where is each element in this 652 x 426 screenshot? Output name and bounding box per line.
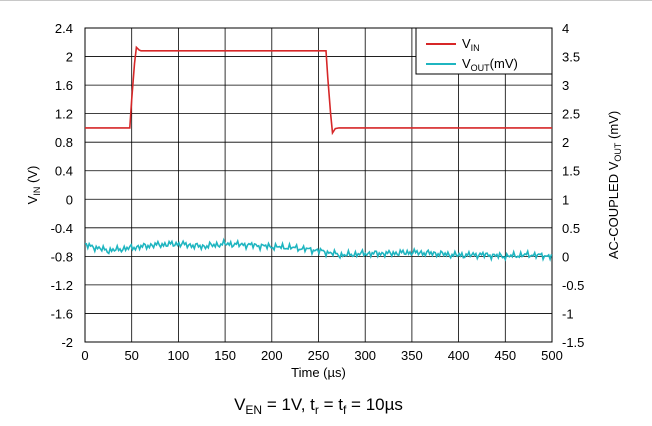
x-tick-label: 200: [261, 348, 283, 363]
x-tick-label: 450: [494, 348, 516, 363]
right-y-tick-label: -1: [562, 306, 574, 321]
left-y-tick-label: -2: [61, 335, 73, 350]
right-y-tick-label: -0.5: [562, 278, 584, 293]
caption-end: = 10µs: [346, 395, 403, 414]
caption-f-sub: f: [343, 403, 347, 417]
legend-label-vin-sub: IN: [471, 43, 480, 53]
x-tick-label: 150: [214, 348, 236, 363]
right-y-tick-label: 2: [562, 135, 569, 150]
legend: VIN VOUT(mV): [415, 27, 553, 75]
legend-label-vin-base: V: [462, 36, 471, 51]
right-y-tick-label: 1: [562, 192, 569, 207]
x-axis-label: Time (µs): [291, 365, 346, 380]
grid: [85, 28, 552, 342]
right-y-tick-label: 1.5: [562, 164, 580, 179]
left-y-tick-label: 2.4: [55, 21, 73, 36]
right-y-tick-label: 0.5: [562, 221, 580, 236]
left-y-tick-label: -0.8: [51, 249, 73, 264]
right-y-tick-label: 2.5: [562, 107, 580, 122]
legend-box: [415, 27, 553, 75]
right-y-axis-label-sub: OUT: [613, 142, 623, 162]
caption-r-sub: r: [315, 403, 319, 417]
right-y-tick-label: 3.5: [562, 50, 580, 65]
right-y-tick-labels: 4 3.5 3 2.5 2 1.5 1 0.5 0 -0.5 -1 -1.5: [562, 21, 584, 350]
left-y-tick-label: 1.6: [55, 78, 73, 93]
left-y-tick-label: 0.4: [55, 164, 73, 179]
x-tick-label: 400: [448, 348, 470, 363]
left-y-tick-label: 1.2: [55, 107, 73, 122]
left-y-tick-label: -1.2: [51, 278, 73, 293]
left-y-axis-label-sub: IN: [32, 187, 42, 196]
right-y-axis-label-prefix: AC-COUPLED V: [606, 161, 621, 259]
legend-label-vout-suffix: (mV): [490, 56, 518, 71]
right-y-tick-label: 3: [562, 78, 569, 93]
right-y-tick-label: 0: [562, 249, 569, 264]
series-line-vin: [85, 45, 552, 136]
x-tick-label: 100: [168, 348, 190, 363]
left-y-tick-label: 0: [66, 192, 73, 207]
caption-en-sub: EN: [245, 403, 262, 417]
chart-caption: VEN = 1V, tr = tf = 10µs: [234, 395, 403, 417]
x-tick-label: 0: [81, 348, 88, 363]
plot-frame: [84, 27, 553, 343]
x-tick-label: 300: [354, 348, 376, 363]
left-y-axis-label-base: V: [25, 195, 40, 204]
left-y-tick-label: -0.4: [51, 221, 73, 236]
left-y-tick-labels: 2.4 2 1.6 1.2 0.8 0.4 0 -0.4 -0.8 -1.2 -1.6 -2: [51, 21, 73, 350]
left-y-axis-label: VIN (V): [25, 166, 42, 205]
x-tick-label: 50: [124, 348, 138, 363]
legend-label-vout-base: V: [462, 56, 471, 71]
left-y-tick-label: -1.6: [51, 306, 73, 321]
x-tick-label: 350: [401, 348, 423, 363]
legend-label-vout: VOUT(mV): [462, 56, 518, 73]
right-y-axis-label: AC-COUPLED VOUT (mV): [606, 111, 623, 259]
x-tick-label: 250: [308, 348, 330, 363]
top-rule: [0, 0, 652, 1]
right-y-tick-label: 4: [562, 21, 569, 36]
caption-v: V: [234, 395, 246, 414]
left-y-tick-label: 2: [66, 50, 73, 65]
x-tick-labels: 0 50 100 150 200 250 300 350 400 450 500: [81, 348, 562, 363]
right-y-axis-label-suffix: (mV): [606, 111, 621, 143]
legend-label-vin: VIN: [462, 36, 480, 53]
caption-eq: = t: [319, 395, 343, 414]
legend-label-vout-sub: OUT: [471, 63, 491, 73]
caption-mid: = 1V, t: [262, 395, 315, 414]
right-y-tick-label: -1.5: [562, 335, 584, 350]
x-tick-label: 500: [541, 348, 563, 363]
left-y-axis-label-suffix: (V): [25, 166, 40, 187]
series-line-vout: [84, 237, 553, 263]
left-y-tick-label: 0.8: [55, 135, 73, 150]
series-layer: [84, 45, 553, 263]
